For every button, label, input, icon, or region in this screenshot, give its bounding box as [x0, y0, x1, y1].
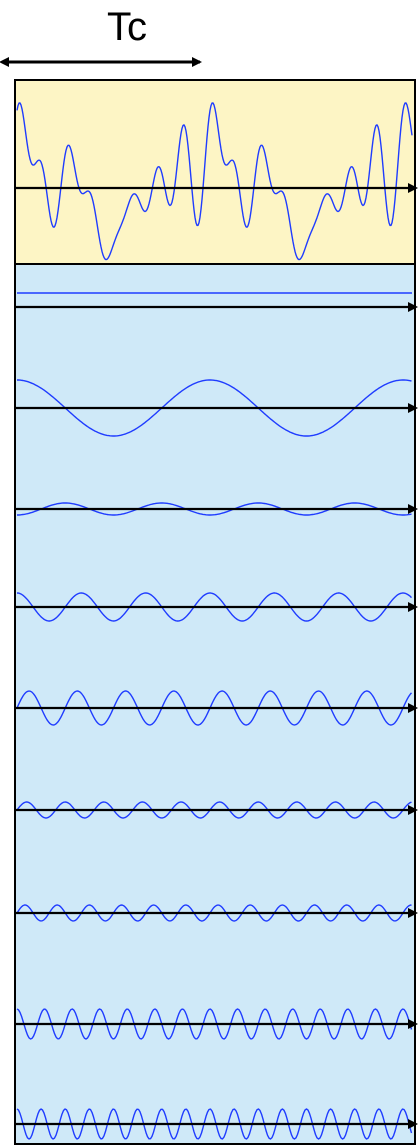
harmonic-1-wave: [17, 379, 412, 437]
harmonic-3-wave: [16, 592, 412, 622]
harmonic-8-wave: [16, 1108, 413, 1140]
harmonic-2-wave: [17, 502, 412, 516]
period-label: Tc: [107, 5, 147, 49]
harmonic-7-wave: [16, 1008, 413, 1040]
composite-signal-wave: [16, 102, 413, 261]
harmonic-6-wave: [16, 904, 412, 922]
harmonic-4-wave: [16, 690, 413, 726]
waveforms-group: [16, 102, 413, 1140]
axes-group: [15, 183, 418, 1129]
harmonics-panel: [14, 263, 416, 1145]
